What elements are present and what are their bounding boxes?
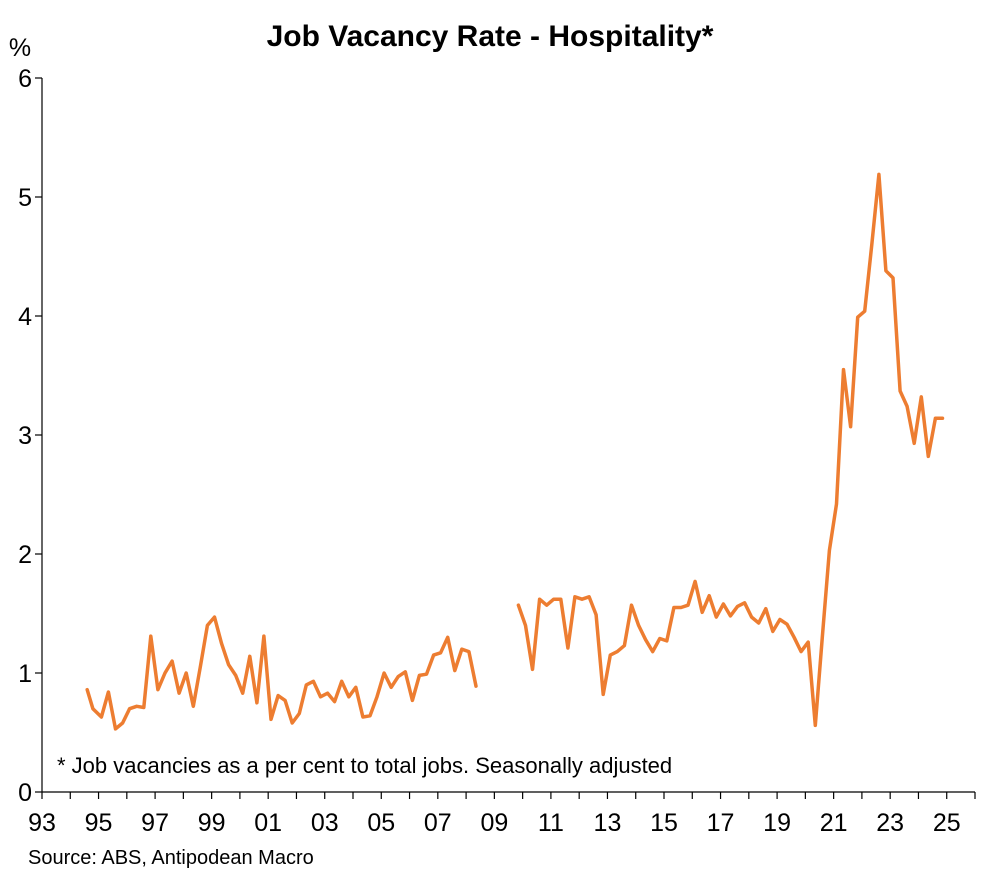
- x-tick-label: 01: [254, 809, 282, 837]
- x-tick-label: 19: [763, 809, 791, 837]
- x-tick-label: 23: [876, 809, 904, 837]
- x-tick-label: 21: [820, 809, 848, 837]
- source-note: Source: ABS, Antipodean Macro: [28, 847, 314, 869]
- chart-note: * Job vacancies as a per cent to total j…: [57, 753, 672, 778]
- series-line: [85, 615, 478, 731]
- x-tick-label: 07: [424, 809, 452, 837]
- y-axis-label: %: [9, 34, 31, 62]
- y-tick-label: 0: [18, 779, 32, 807]
- x-tick-label: 93: [28, 809, 56, 837]
- series-group: [85, 172, 945, 731]
- x-tick-label: 13: [594, 809, 622, 837]
- x-tick-label: 99: [198, 809, 226, 837]
- x-tick-label: 05: [367, 809, 395, 837]
- y-tick-label: 2: [18, 541, 32, 569]
- x-tick-label: 95: [85, 809, 113, 837]
- chart-title: Job Vacancy Rate - Hospitality*: [267, 20, 714, 53]
- x-tick-label: 17: [707, 809, 735, 837]
- x-tick-label: 25: [933, 809, 961, 837]
- x-tick-label: 15: [650, 809, 678, 837]
- y-tick-label: 4: [18, 303, 32, 331]
- y-tick-label: 5: [18, 184, 32, 212]
- x-tick-label: 09: [480, 809, 508, 837]
- y-tick-label: 1: [18, 660, 32, 688]
- x-tick-label: 97: [141, 809, 169, 837]
- y-tick-label: 6: [18, 65, 32, 93]
- x-tick-label: 03: [311, 809, 339, 837]
- series-line: [516, 172, 945, 728]
- x-tick-label: 11: [538, 809, 564, 837]
- y-tick-label: 3: [18, 422, 32, 450]
